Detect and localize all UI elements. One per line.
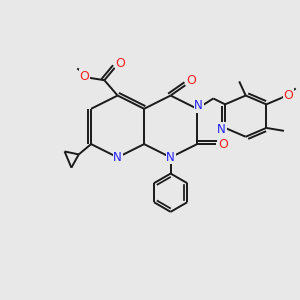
- Text: O: O: [219, 138, 229, 151]
- Text: N: N: [194, 99, 203, 112]
- Text: O: O: [186, 74, 196, 87]
- Text: O: O: [116, 57, 125, 70]
- Text: N: N: [166, 151, 175, 164]
- Text: O: O: [283, 89, 293, 102]
- Text: N: N: [113, 151, 122, 164]
- Text: O: O: [80, 70, 89, 83]
- Text: N: N: [217, 123, 226, 136]
